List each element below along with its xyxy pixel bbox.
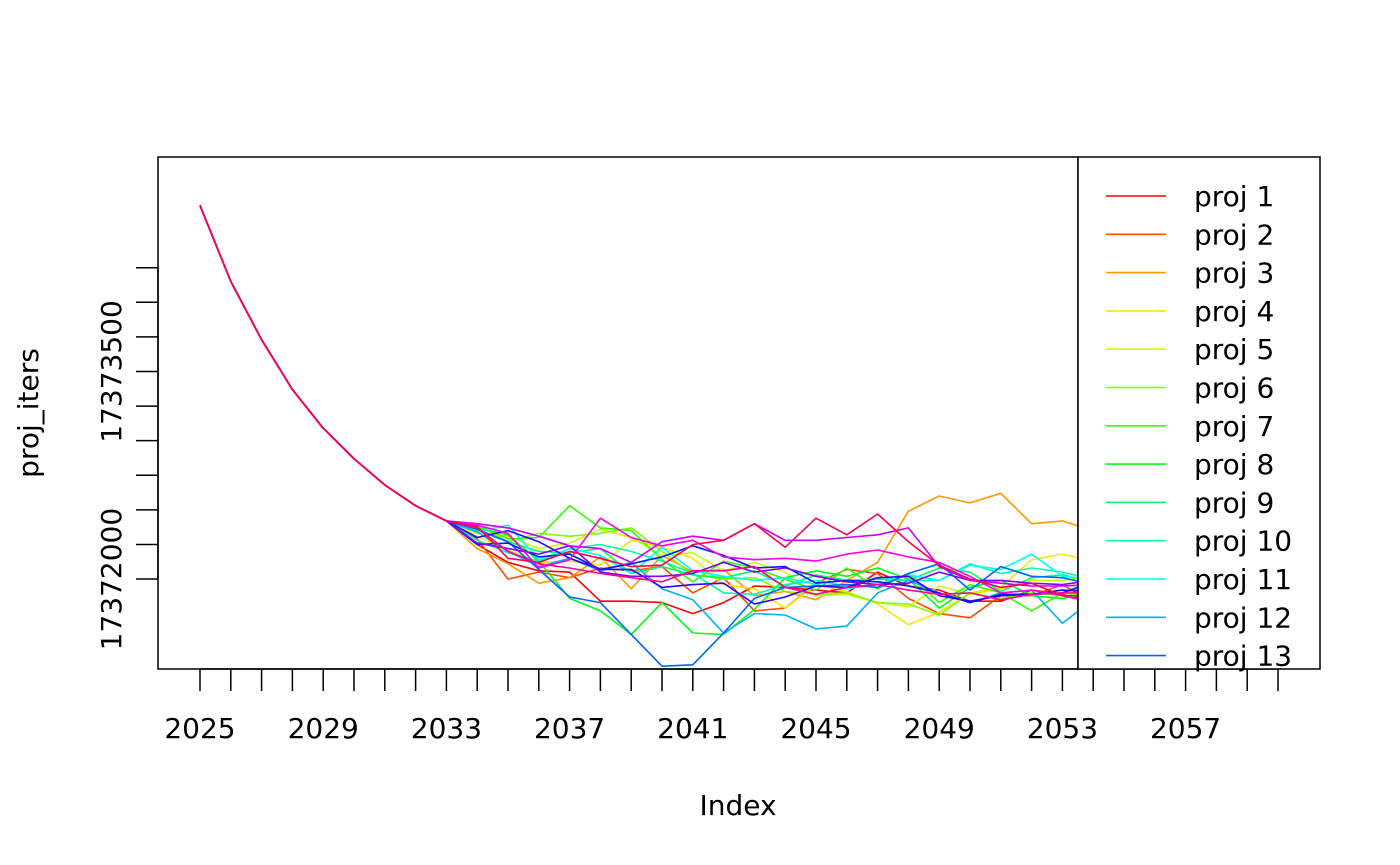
legend-label: proj 4 — [1194, 295, 1274, 328]
legend-box — [1077, 156, 1321, 670]
x-tick-label: 2053 — [1027, 712, 1098, 745]
x-tick-label: 2049 — [904, 712, 975, 745]
legend-label: proj 12 — [1194, 601, 1292, 634]
legend-label: proj 8 — [1194, 448, 1274, 481]
legend-label: proj 6 — [1194, 372, 1274, 405]
x-axis: 2025 2029 2033 2037 2041 2045 2049 2053 2057 — [164, 668, 1279, 745]
y-tick-label: 17372000 — [95, 508, 128, 651]
legend-label: proj 9 — [1194, 486, 1274, 519]
series-lines — [199, 205, 1078, 668]
legend-label: proj 5 — [1194, 333, 1274, 366]
x-axis-label: Index — [699, 789, 776, 822]
legend-label: proj 1 — [1194, 180, 1274, 213]
legend-label: proj 3 — [1194, 257, 1274, 290]
x-tick-label: 2025 — [164, 712, 235, 745]
series-line-20 — [199, 205, 1078, 597]
x-tick-label: 2037 — [534, 712, 605, 745]
legend-label: proj 10 — [1194, 525, 1292, 558]
x-tick-label: 2033 — [411, 712, 482, 745]
legend-label: proj 13 — [1194, 640, 1292, 673]
x-tick-label: 2041 — [657, 712, 728, 745]
x-tick-label: 2045 — [780, 712, 851, 745]
y-axis: 17372000 17373500 — [95, 266, 159, 651]
legend-label: proj 2 — [1194, 218, 1274, 251]
x-tick-label: 2029 — [288, 712, 359, 745]
legend: proj 1 proj 2 proj 3 proj 4 proj 5 proj 6 proj… — [1077, 156, 1321, 673]
legend-label: proj 7 — [1194, 410, 1274, 443]
y-tick-label: 17373500 — [95, 300, 128, 443]
y-axis-label: proj_iters — [12, 348, 45, 478]
legend-label: proj 11 — [1194, 563, 1292, 596]
x-tick-label: 2057 — [1150, 712, 1221, 745]
